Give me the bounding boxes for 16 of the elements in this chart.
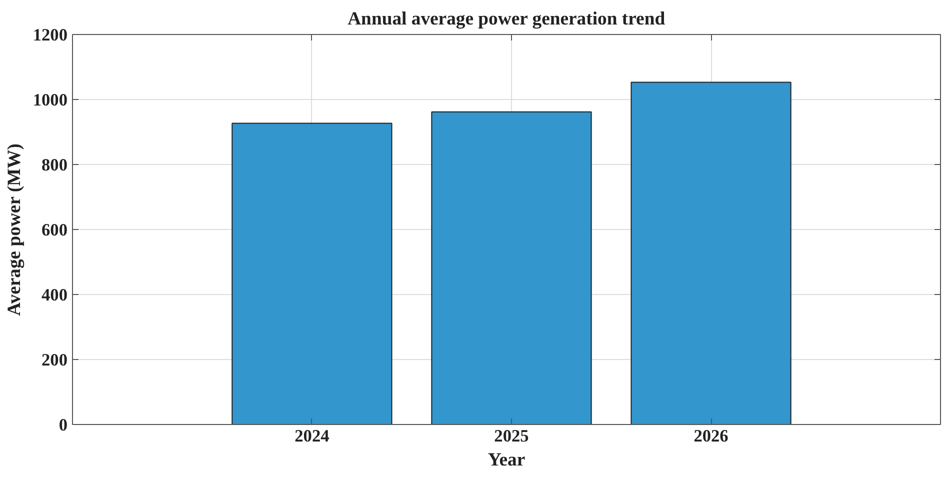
y-tick-label: 200 (42, 350, 68, 370)
bar (232, 122, 392, 424)
x-tick-label: 2024 (294, 426, 330, 446)
x-axis-title: Year (488, 450, 526, 470)
y-tick-label: 400 (42, 286, 68, 304)
y-tick-label: 800 (42, 156, 68, 174)
bar (431, 111, 592, 424)
bar (630, 82, 792, 424)
y-tick-label: 0 (58, 416, 68, 434)
chart-title: Annual average power generation trend (348, 8, 666, 30)
y-tick-label: 1200 (32, 26, 68, 44)
x-tick-label: 2026 (694, 426, 729, 446)
y-tick-label: 600 (42, 220, 68, 240)
y-axis-title: Average power (MW) (4, 143, 25, 316)
x-tick-label: 2025 (494, 426, 530, 446)
y-tick-label: 1000 (32, 90, 68, 110)
